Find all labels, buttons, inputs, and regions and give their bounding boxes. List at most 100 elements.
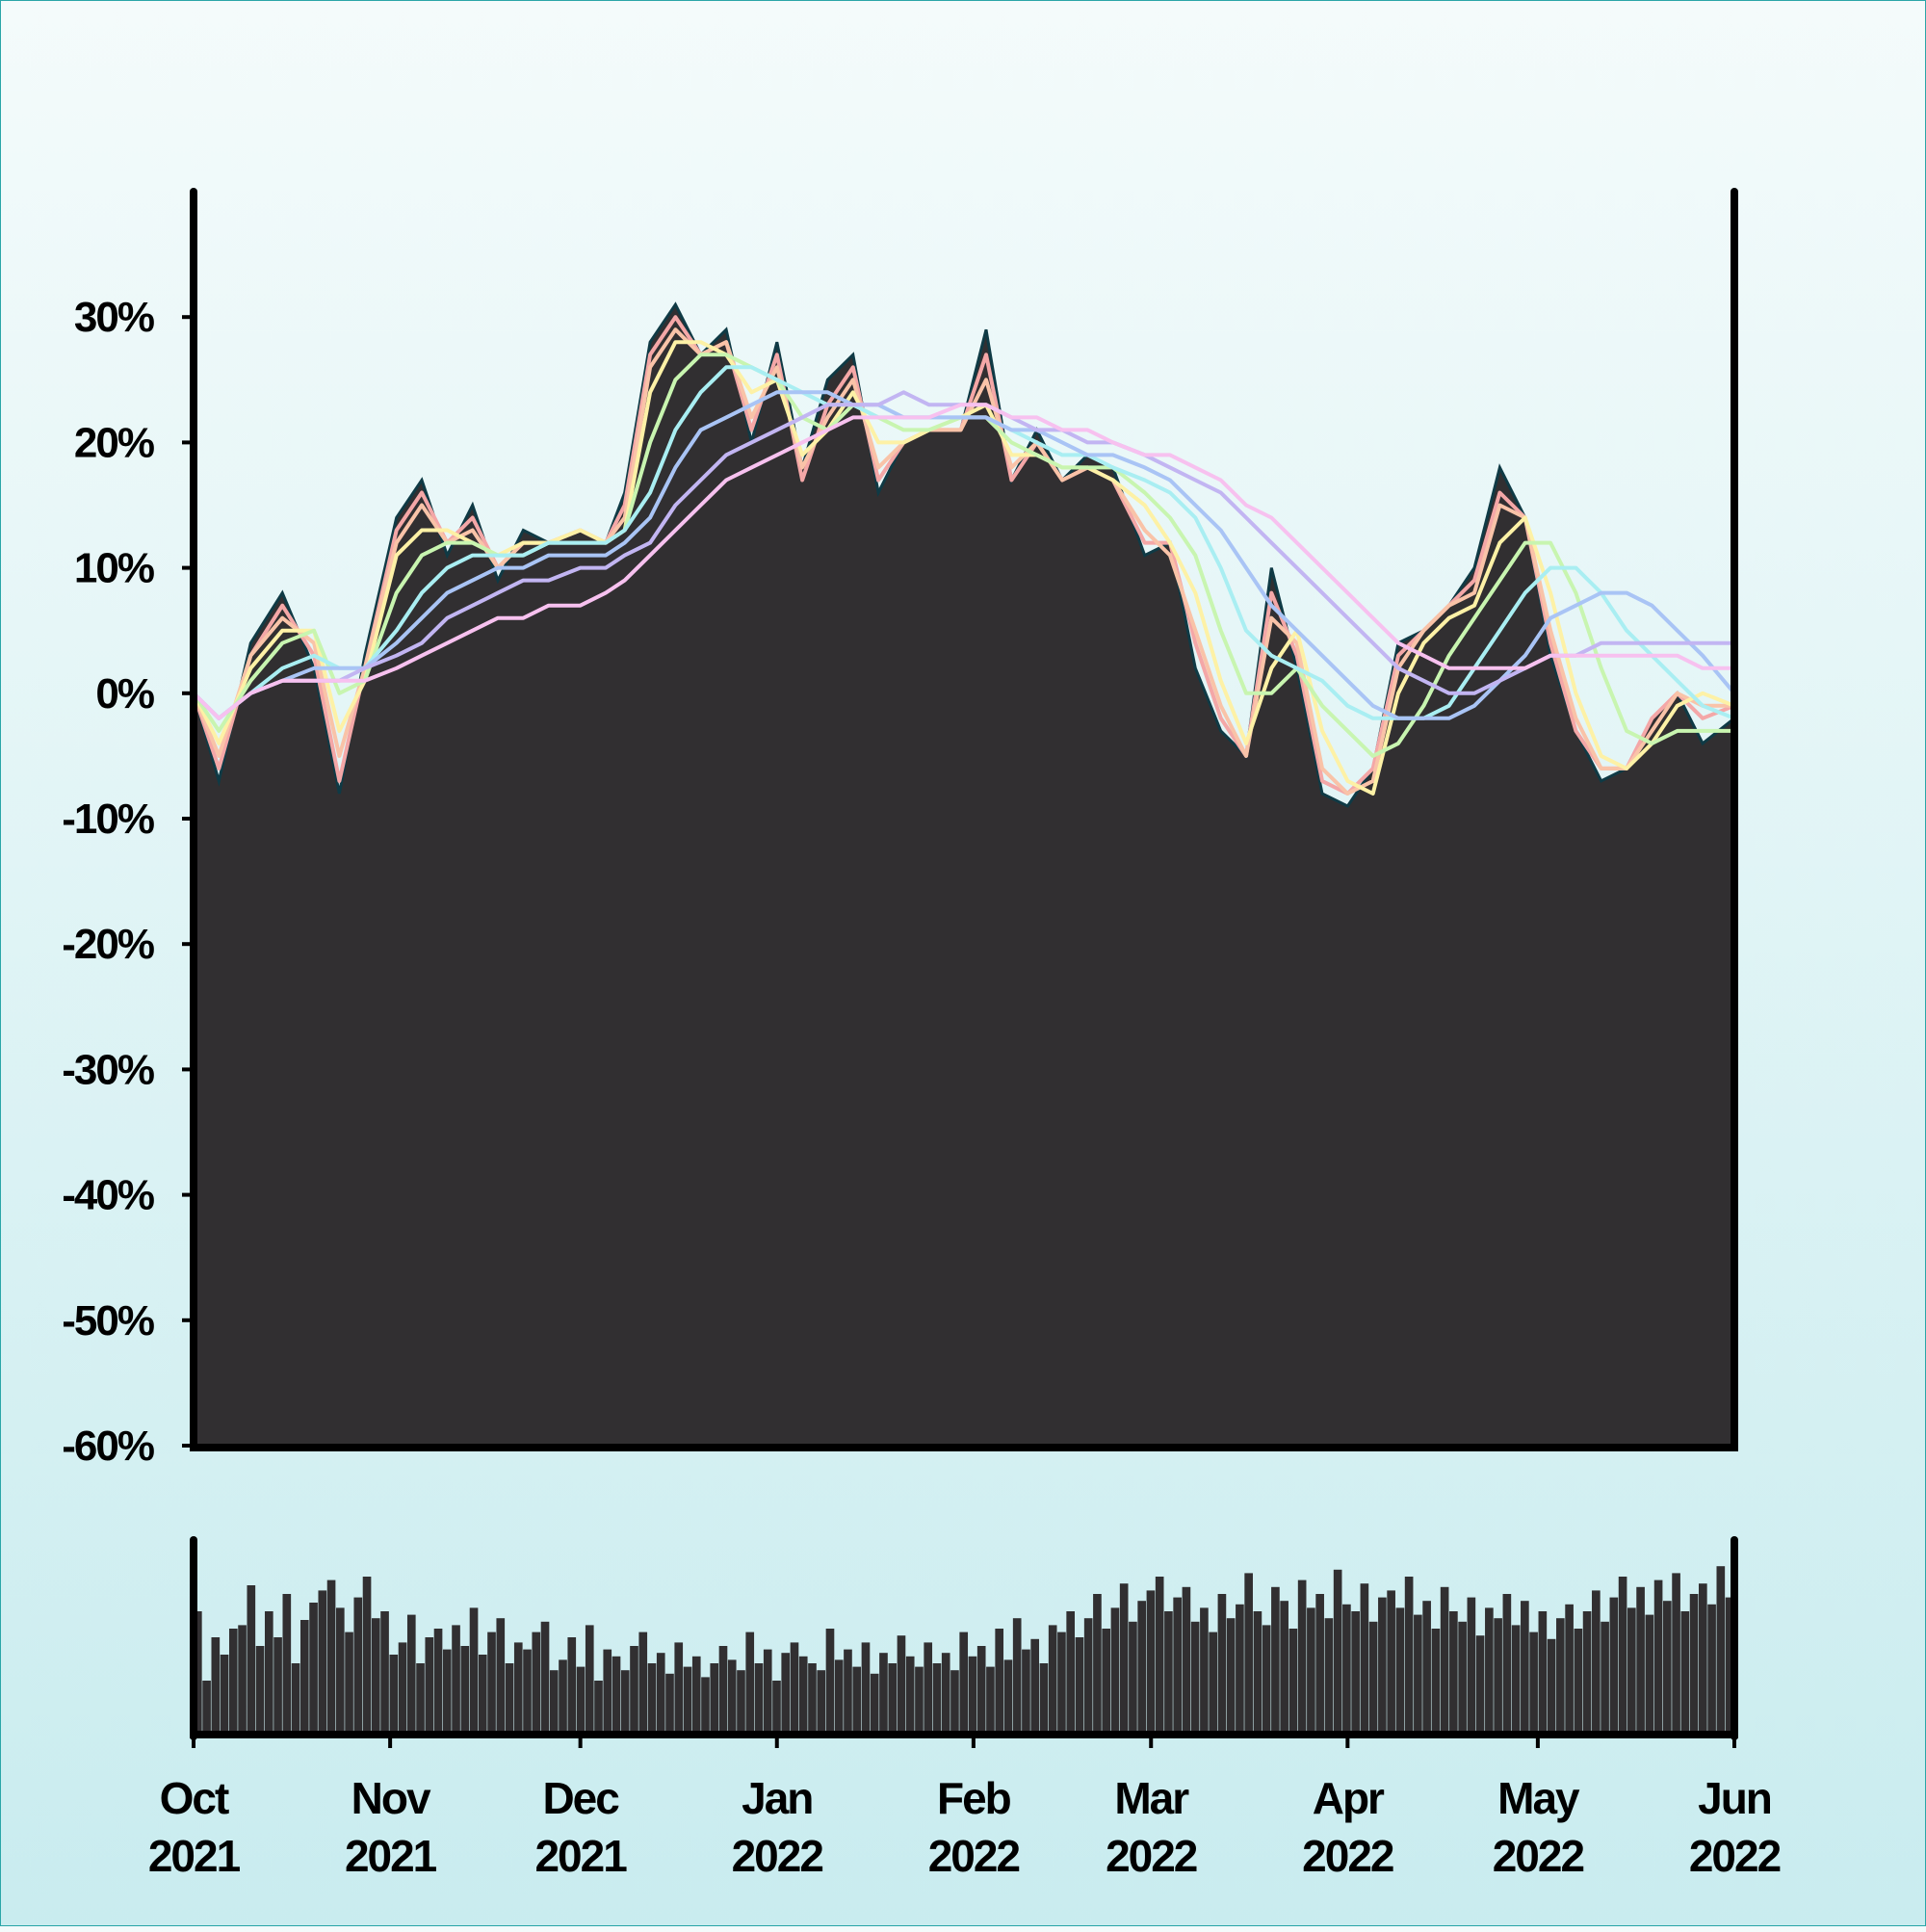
moving-average-lines — [192, 315, 1736, 796]
volume-bar — [798, 1656, 808, 1733]
volume-bars — [194, 1566, 1734, 1733]
volume-panel: Oct 2021 Nov 2021 Dec 2021 Jan 2022 Feb 2022 Mar 20… — [148, 1536, 1783, 1881]
x-tick-year: 2021 — [534, 1831, 627, 1881]
volume-bar — [309, 1603, 318, 1733]
volume-bar — [1707, 1604, 1716, 1733]
volume-bar — [585, 1625, 594, 1733]
x-tick-year: 2022 — [1302, 1831, 1393, 1881]
volume-bar — [968, 1656, 977, 1733]
volume-bar — [1368, 1621, 1378, 1733]
volume-bar — [228, 1629, 238, 1733]
y-tick-label: -30% — [62, 1046, 154, 1093]
volume-bar — [264, 1611, 273, 1733]
y-tick-label: -60% — [62, 1423, 154, 1470]
volume-bar — [1475, 1635, 1485, 1733]
volume-bar — [1689, 1594, 1699, 1733]
volume-bar — [932, 1663, 942, 1733]
volume-bar — [1342, 1604, 1351, 1733]
volume-bar — [1236, 1604, 1244, 1733]
volume-bar — [326, 1580, 336, 1733]
volume-bar — [282, 1594, 292, 1733]
volume-bar — [1119, 1583, 1129, 1733]
volume-bar — [220, 1655, 229, 1733]
volume-bar — [1458, 1621, 1467, 1733]
y-tick-label: 30% — [74, 294, 154, 341]
x-tick-month: Mar — [1114, 1773, 1189, 1823]
volume-bar — [1030, 1638, 1040, 1733]
x-tick-year: 2021 — [345, 1831, 437, 1881]
volume-bar — [460, 1646, 470, 1733]
volume-bar — [861, 1642, 871, 1733]
volume-bar — [1271, 1586, 1280, 1733]
x-axis: Oct 2021 Nov 2021 Dec 2021 Jan 2022 Feb 2022 Mar 20… — [148, 1735, 1783, 1881]
volume-bar — [433, 1629, 443, 1733]
x-tick-year: 2022 — [1689, 1831, 1781, 1881]
volume-bar — [1592, 1590, 1601, 1733]
y-tick-label: -10% — [62, 796, 154, 843]
volume-bar — [808, 1663, 817, 1733]
volume-bar — [879, 1653, 888, 1733]
volume-bar — [897, 1635, 906, 1733]
volume-bar — [1360, 1583, 1369, 1733]
x-tick-month: Jun — [1698, 1773, 1771, 1823]
volume-bar — [995, 1629, 1004, 1733]
volume-bar — [683, 1666, 692, 1733]
volume-bar — [1075, 1637, 1084, 1733]
volume-bar — [1137, 1601, 1146, 1733]
volume-bar — [1716, 1566, 1726, 1733]
volume-bar — [247, 1585, 256, 1733]
volume-bar — [452, 1625, 460, 1733]
volume-bar — [1315, 1594, 1324, 1733]
x-tick-month: Feb — [937, 1773, 1011, 1823]
x-tick-year: 2022 — [928, 1831, 1020, 1881]
volume-bar — [1324, 1618, 1334, 1733]
y-tick-label: -50% — [62, 1297, 154, 1345]
volume-bar — [1547, 1638, 1556, 1733]
volume-bar — [701, 1677, 710, 1733]
volume-bar — [1262, 1625, 1271, 1733]
volume-bar — [318, 1590, 327, 1733]
volume-bar — [754, 1663, 764, 1733]
volume-bar — [1209, 1632, 1217, 1733]
volume-bar — [870, 1673, 879, 1733]
volume-bar — [1422, 1601, 1431, 1733]
y-tick-label: -20% — [62, 921, 154, 968]
volume-bar — [487, 1632, 496, 1733]
volume-bar — [1601, 1621, 1609, 1733]
volume-bar — [345, 1632, 353, 1733]
volume-bar — [1725, 1597, 1734, 1733]
volume-bar — [1378, 1597, 1387, 1733]
volume-bar — [1173, 1597, 1182, 1733]
volume-bar — [362, 1577, 372, 1733]
volume-bar — [656, 1653, 665, 1733]
volume-bar — [594, 1681, 603, 1733]
volume-bar — [1645, 1614, 1654, 1733]
volume-bar — [255, 1646, 265, 1733]
y-tick-label: -40% — [62, 1172, 154, 1219]
volume-bar — [513, 1642, 523, 1733]
volume-bar — [559, 1659, 567, 1733]
volume-bar — [299, 1620, 309, 1733]
volume-bar — [406, 1614, 416, 1733]
volume-bar — [612, 1656, 621, 1733]
volume-bar — [194, 1611, 202, 1733]
volume-bar — [1244, 1573, 1253, 1733]
volume-bar — [416, 1663, 425, 1733]
volume-bar — [1253, 1611, 1262, 1733]
volume-bar — [576, 1666, 586, 1733]
volume-bar — [1663, 1601, 1672, 1733]
volume-bar — [523, 1649, 532, 1733]
volume-bar — [1182, 1586, 1191, 1733]
volume-bar — [1440, 1586, 1449, 1733]
volume-bar — [976, 1646, 986, 1733]
volume-bar — [1529, 1632, 1538, 1733]
volume-bar — [1226, 1618, 1236, 1733]
y-axis: 30% 20% 10% 0% -10% -20% -30% -40% -50% -60% — [62, 294, 194, 1470]
volume-bar — [389, 1655, 399, 1733]
volume-bar — [1467, 1597, 1476, 1733]
volume-bar — [505, 1663, 514, 1733]
volume-bar — [915, 1666, 924, 1733]
price-panel: 30% 20% 10% 0% -10% -20% -30% -40% -50% -60% — [62, 188, 1738, 1470]
volume-bar — [496, 1618, 506, 1733]
